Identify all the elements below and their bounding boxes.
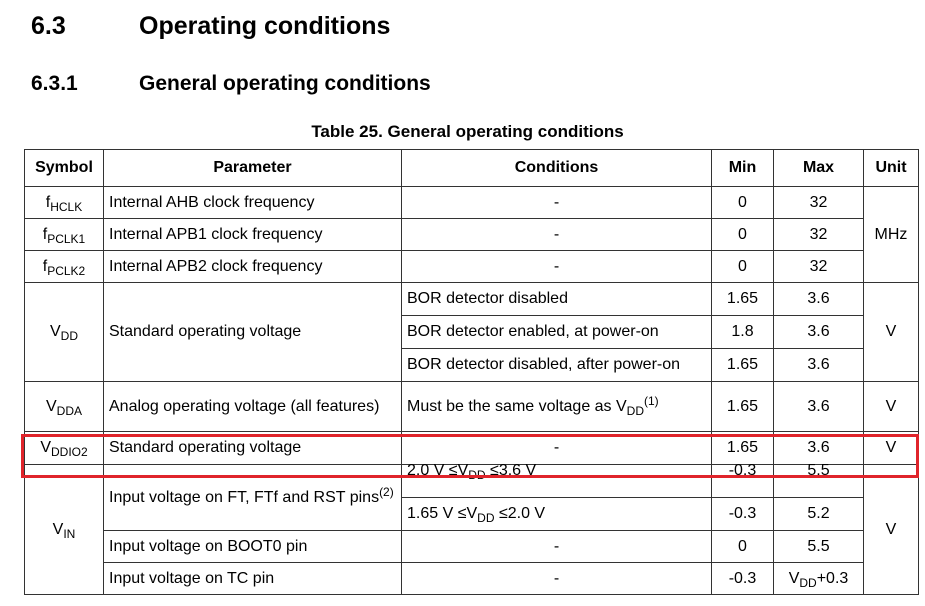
max-cell: 3.6 [773, 348, 864, 382]
conditions-cell: - [401, 431, 712, 465]
parameter-cell: Input voltage on TC pin [103, 562, 402, 595]
table-row: BOR detector disabled, after power-on 1.… [25, 348, 919, 382]
table-row: fPCLK2 Internal APB2 clock frequency - 0… [24, 250, 919, 283]
header-max: Max [773, 149, 864, 187]
table-row: fPCLK1 Internal APB1 clock frequency - 0… [24, 218, 919, 251]
min-cell: 1.65 [711, 431, 774, 465]
conditions-cell: BOR detector disabled, after power-on [401, 348, 712, 382]
header-symbol: Symbol [24, 149, 104, 187]
conditions-cell: - [401, 562, 712, 595]
conditions-cell: BOR detector disabled [401, 282, 712, 316]
min-cell: 0 [711, 530, 774, 563]
subsection-title: General operating conditions [139, 72, 431, 95]
table-row: 1.65 V ≤VDD ≤2.0 V -0.3 5.2 [25, 497, 919, 531]
parameter-cell: Standard operating voltage [103, 282, 402, 382]
conditions-cell: 1.65 V ≤VDD ≤2.0 V [401, 497, 712, 531]
min-cell: 0 [711, 218, 774, 251]
max-cell: 5.5 [773, 462, 864, 498]
parameter-cell: Internal APB2 clock frequency [103, 250, 402, 283]
symbol-cell: fHCLK [24, 186, 104, 219]
parameter-cell: Input voltage on BOOT0 pin [103, 530, 402, 563]
symbol-cell: VDD [24, 282, 104, 382]
subsection-number: 6.3.1 [31, 72, 78, 95]
symbol-cell: fPCLK1 [24, 218, 104, 251]
unit-cell: V [863, 464, 919, 595]
max-cell: 32 [773, 186, 864, 219]
conditions-cell: - [401, 530, 712, 563]
max-cell: 32 [773, 250, 864, 283]
header-unit: Unit [863, 149, 919, 187]
max-cell: 3.6 [773, 282, 864, 316]
conditions-cell: Must be the same voltage as VDD(1) [401, 381, 712, 432]
unit-cell: V [863, 282, 919, 382]
min-cell: -0.3 [711, 462, 774, 498]
symbol-cell: fPCLK2 [24, 250, 104, 283]
section-title: Operating conditions [139, 12, 391, 40]
min-cell: 1.8 [711, 315, 774, 349]
table-row: Input voltage on BOOT0 pin - 0 5.5 [25, 530, 919, 563]
min-cell: 1.65 [711, 381, 774, 432]
unit-cell: MHz [863, 186, 919, 283]
max-cell: 3.6 [773, 431, 864, 465]
table-row: fHCLK Internal AHB clock frequency - 0 3… [24, 186, 919, 283]
parameter-cell: Internal AHB clock frequency [103, 186, 402, 219]
table-caption: Table 25. General operating conditions [311, 122, 624, 141]
conditions-cell: - [401, 250, 712, 283]
symbol-cell: VIN [24, 464, 104, 595]
min-cell: 0 [711, 186, 774, 219]
max-cell: VDD+0.3 [773, 562, 864, 595]
min-cell: 0 [711, 250, 774, 283]
conditions-cell: 2.0 V ≤VDD ≤3.6 V [401, 462, 712, 498]
max-cell: 3.6 [773, 381, 864, 432]
min-cell: 1.65 [711, 282, 774, 316]
header-conditions: Conditions [401, 149, 712, 187]
min-cell: 1.65 [711, 348, 774, 382]
conditions-cell: BOR detector enabled, at power-on [401, 315, 712, 349]
unit-cell: V [863, 431, 919, 465]
parameter-cell: Standard operating voltage [103, 431, 402, 465]
parameter-cell: Input voltage on FT, FTf and RST pins(2) [103, 464, 402, 531]
table-row: VDD Standard operating voltage BOR detec… [24, 282, 919, 382]
symbol-cell: VDDIO2 [24, 431, 104, 465]
parameter-cell: Analog operating voltage (all features) [103, 381, 402, 432]
table-row-highlighted: VDDIO2 Standard operating voltage - 1.65… [24, 431, 919, 465]
table-row: VIN Input voltage on FT, FTf and RST pin… [24, 462, 919, 595]
unit-cell: V [863, 381, 919, 432]
table-header-row: Symbol Parameter Conditions Min Max Unit [24, 149, 919, 187]
table-row: VDDA Analog operating voltage (all featu… [24, 381, 919, 432]
conditions-cell: - [401, 218, 712, 251]
header-min: Min [711, 149, 774, 187]
table-row: BOR detector enabled, at power-on 1.8 3.… [25, 315, 919, 349]
operating-conditions-table: Symbol Parameter Conditions Min Max Unit… [24, 149, 919, 595]
max-cell: 3.6 [773, 315, 864, 349]
min-cell: -0.3 [711, 497, 774, 531]
conditions-cell: - [401, 186, 712, 219]
header-parameter: Parameter [103, 149, 402, 187]
section-number: 6.3 [31, 12, 66, 40]
max-cell: 32 [773, 218, 864, 251]
min-cell: -0.3 [711, 562, 774, 595]
max-cell: 5.2 [773, 497, 864, 531]
table-row: Input voltage on TC pin - -0.3 VDD+0.3 [25, 562, 919, 595]
max-cell: 5.5 [773, 530, 864, 563]
symbol-cell: VDDA [24, 381, 104, 432]
parameter-cell: Internal APB1 clock frequency [103, 218, 402, 251]
